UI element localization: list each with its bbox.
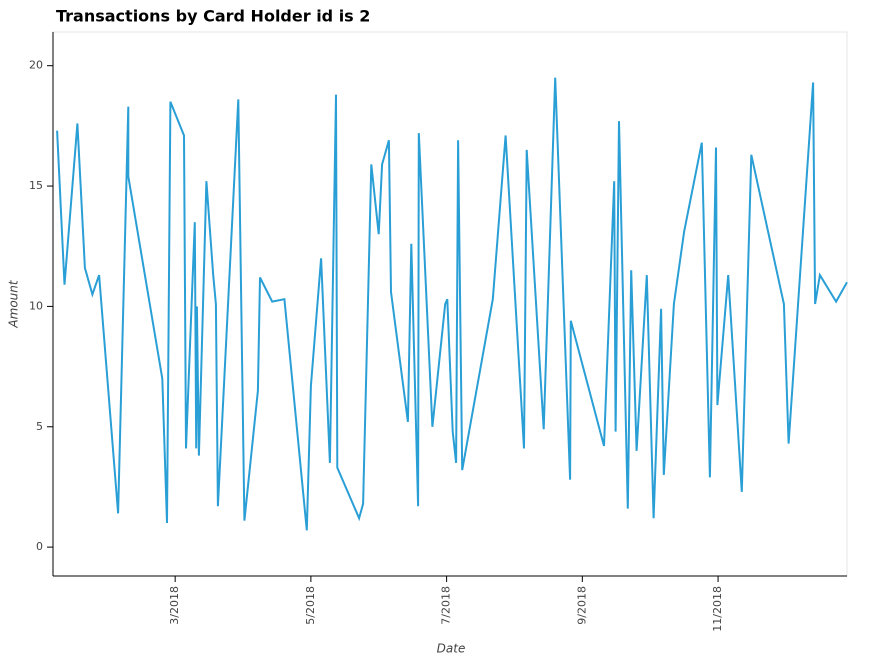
y-tick-label: 5 <box>36 420 43 433</box>
x-axis-label: Date <box>437 642 466 656</box>
y-tick-label: 10 <box>29 299 43 312</box>
x-tick-label: 11/2018 <box>711 586 724 632</box>
x-tick-label: 9/2018 <box>575 586 588 625</box>
data-line <box>56 77 848 531</box>
x-tick-label: 5/2018 <box>304 586 317 625</box>
y-tick-label: 0 <box>36 540 43 553</box>
plot-frame <box>52 31 848 577</box>
y-tick-label: 20 <box>29 59 43 72</box>
x-tick-label: 7/2018 <box>440 586 453 625</box>
chart-title: Transactions by Card Holder id is 2 <box>56 7 370 26</box>
y-tick-label: 15 <box>29 179 43 192</box>
x-tick-label: 3/2018 <box>168 586 181 625</box>
y-axis-label: Amount <box>7 279 21 328</box>
